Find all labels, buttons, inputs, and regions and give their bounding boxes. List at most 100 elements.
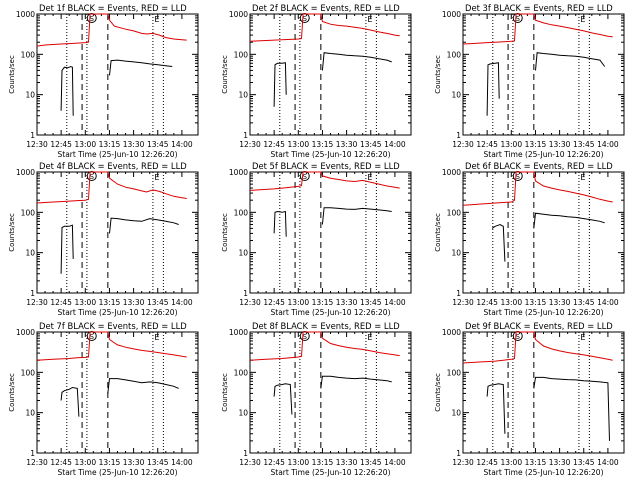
- series-line-events: [60, 65, 74, 116]
- y-tick-label: 1000: [442, 168, 461, 177]
- series-line-lld: [249, 13, 400, 42]
- x-tick-label: 12:45: [263, 458, 285, 467]
- y-tick-label: 10: [238, 409, 248, 418]
- x-tick-label: 13:45: [147, 298, 169, 307]
- y-tick-label: 100: [234, 50, 249, 59]
- series-line-lld: [462, 13, 613, 45]
- x-tick-label: 13:15: [525, 140, 547, 149]
- x-tick-label: 13:15: [525, 458, 547, 467]
- start-marker-label: S: [90, 15, 95, 23]
- panel-title: Det 2f BLACK = Events, RED = LLD: [252, 3, 400, 13]
- y-tick-label: 1: [30, 289, 35, 298]
- x-tick-label: 13:45: [360, 458, 382, 467]
- x-tick-label: 12:30: [239, 140, 261, 149]
- x-tick-label: 13:45: [147, 458, 169, 467]
- y-axis-label: Counts/sec: [8, 213, 16, 252]
- x-tick-label: 12:30: [239, 298, 261, 307]
- x-tick-label: 13:30: [123, 458, 145, 467]
- y-axis-label: Counts/sec: [8, 373, 16, 412]
- x-axis-label: Start Time (25-Jun-10 12:26:20): [58, 308, 178, 317]
- x-tick-label: 14:00: [171, 140, 193, 149]
- end-marker-label: E: [154, 15, 159, 24]
- x-tick-label: 12:45: [50, 298, 72, 307]
- end-marker-label: E: [580, 173, 585, 182]
- panel-1: Det 1f BLACK = Events, RED = LLD 1 10 100 10…: [8, 3, 199, 159]
- panel-8: Det 8f BLACK = Events, RED = LLD 1 10 100 10…: [221, 321, 412, 477]
- x-axis-label: Start Time (25-Jun-10 12:26:20): [484, 468, 604, 477]
- x-tick-label: 13:30: [123, 298, 145, 307]
- x-tick-label: 13:15: [525, 298, 547, 307]
- x-tick-label: 12:45: [263, 140, 285, 149]
- start-marker-label: S: [90, 333, 95, 341]
- series-line-events: [109, 59, 173, 76]
- x-tick-label: 12:30: [452, 140, 474, 149]
- series-line-events: [107, 378, 179, 394]
- x-tick-label: 14:00: [597, 298, 619, 307]
- x-tick-label: 13:00: [500, 298, 522, 307]
- y-tick-label: 100: [447, 368, 462, 377]
- series-line-lld: [36, 13, 187, 47]
- plot-frame: [462, 171, 625, 294]
- y-tick-label: 10: [25, 249, 35, 258]
- series-line-events: [109, 217, 179, 234]
- x-tick-label: 14:00: [597, 458, 619, 467]
- x-tick-label: 13:15: [99, 458, 121, 467]
- x-tick-label: 12:30: [452, 298, 474, 307]
- start-marker-label: S: [303, 15, 308, 23]
- y-axis-label: Counts/sec: [221, 213, 229, 252]
- x-tick-label: 13:00: [500, 458, 522, 467]
- x-tick-label: 13:30: [549, 140, 571, 149]
- start-marker-label: S: [303, 333, 308, 341]
- series-line-events: [60, 224, 74, 274]
- panel-2: Det 2f BLACK = Events, RED = LLD 1 10 100 10…: [221, 3, 412, 159]
- y-tick-label: 1: [243, 131, 248, 140]
- y-axis-label: Counts/sec: [221, 55, 229, 94]
- panel-7: Det 7f BLACK = Events, RED = LLD 1 10 100 10…: [8, 321, 199, 477]
- y-tick-label: 100: [447, 50, 462, 59]
- x-axis-label: Start Time (25-Jun-10 12:26:20): [271, 308, 391, 317]
- x-tick-label: 13:30: [336, 458, 358, 467]
- x-tick-label: 13:45: [573, 298, 595, 307]
- x-tick-label: 13:45: [360, 140, 382, 149]
- y-tick-label: 10: [238, 91, 248, 100]
- x-tick-label: 12:30: [452, 458, 474, 467]
- x-axis-label: Start Time (25-Jun-10 12:26:20): [58, 468, 178, 477]
- panel-title: Det 1f BLACK = Events, RED = LLD: [39, 3, 187, 13]
- plot-frame: [249, 13, 412, 136]
- y-tick-label: 10: [451, 91, 461, 100]
- x-tick-label: 13:45: [360, 298, 382, 307]
- y-tick-label: 10: [451, 249, 461, 258]
- panel-title: Det 6f BLACK = Events, RED = LLD: [465, 161, 613, 171]
- y-tick-label: 10: [451, 409, 461, 418]
- plot-frame: [36, 331, 199, 454]
- y-tick-label: 1: [243, 289, 248, 298]
- y-tick-label: 100: [447, 208, 462, 217]
- series-line-lld: [462, 171, 613, 206]
- start-marker-label: S: [516, 173, 521, 181]
- x-tick-label: 13:00: [74, 140, 96, 149]
- x-axis-label: Start Time (25-Jun-10 12:26:20): [484, 308, 604, 317]
- y-axis-label: Counts/sec: [434, 55, 442, 94]
- start-marker-label: S: [303, 173, 308, 181]
- panel-title: Det 9f BLACK = Events, RED = LLD: [465, 321, 613, 331]
- y-tick-label: 1000: [16, 328, 35, 337]
- x-tick-label: 12:45: [263, 298, 285, 307]
- x-tick-label: 13:30: [336, 298, 358, 307]
- x-axis-label: Start Time (25-Jun-10 12:26:20): [271, 150, 391, 159]
- y-tick-label: 1: [243, 449, 248, 458]
- x-tick-label: 13:00: [500, 140, 522, 149]
- series-line-events: [273, 210, 287, 237]
- series-line-events: [321, 207, 392, 225]
- end-marker-label: E: [367, 333, 372, 342]
- x-axis-label: Start Time (25-Jun-10 12:26:20): [271, 468, 391, 477]
- series-line-events: [320, 375, 392, 389]
- start-marker-label: S: [516, 333, 521, 341]
- x-tick-label: 12:30: [239, 458, 261, 467]
- x-tick-label: 12:30: [26, 140, 48, 149]
- x-tick-label: 14:00: [384, 140, 406, 149]
- plot-frame: [36, 171, 199, 294]
- y-tick-label: 1: [30, 449, 35, 458]
- series-line-events: [486, 62, 500, 116]
- series-line-lld: [249, 331, 400, 361]
